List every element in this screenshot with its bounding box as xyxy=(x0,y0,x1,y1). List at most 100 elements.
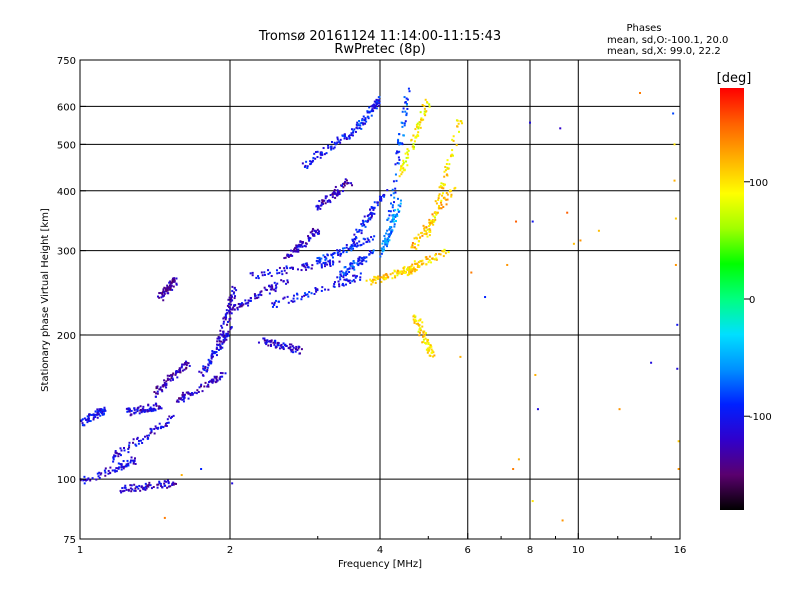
echo-point xyxy=(283,257,286,260)
echo-point xyxy=(334,196,337,199)
echo-point xyxy=(410,265,413,268)
echo-point xyxy=(166,374,169,377)
echo-point xyxy=(213,375,216,378)
echo-point xyxy=(288,343,291,346)
echo-point xyxy=(451,149,454,152)
echo-point xyxy=(264,288,267,291)
echo-point xyxy=(410,138,413,141)
echo-point xyxy=(304,164,307,167)
echo-point xyxy=(185,361,188,364)
echo-point xyxy=(221,375,224,378)
echo-point xyxy=(274,287,277,290)
echo-point xyxy=(351,184,354,187)
echo-point xyxy=(161,390,164,393)
echo-point xyxy=(443,175,446,178)
echo-point xyxy=(303,166,306,169)
echo-point xyxy=(373,212,376,215)
echo-point xyxy=(446,166,449,169)
echo-point xyxy=(102,413,105,416)
echo-point xyxy=(388,228,391,231)
echo-point xyxy=(129,484,132,487)
x-tick-label: 4 xyxy=(377,545,383,556)
echo-point xyxy=(448,163,451,166)
echo-point xyxy=(289,267,292,270)
echo-point xyxy=(258,293,261,296)
echo-point xyxy=(157,407,160,410)
echo-point xyxy=(296,268,299,271)
echo-point xyxy=(445,173,448,176)
echo-point xyxy=(329,145,332,148)
echo-point xyxy=(215,375,218,378)
echo-point xyxy=(235,289,238,292)
echo-point xyxy=(349,281,352,284)
echo-point xyxy=(241,302,244,305)
echo-point xyxy=(286,279,289,282)
echo-point xyxy=(397,204,400,207)
echo-point xyxy=(352,130,355,133)
echo-point xyxy=(181,395,184,398)
echo-point xyxy=(150,410,153,413)
echo-point xyxy=(357,230,360,233)
echo-point xyxy=(163,294,166,297)
echo-point xyxy=(281,346,284,349)
echo-point xyxy=(356,242,359,245)
echo-point xyxy=(164,422,167,425)
x-tick-label: 6 xyxy=(465,545,471,556)
echo-point xyxy=(396,269,399,272)
echo-point xyxy=(104,467,107,470)
echo-point xyxy=(292,294,295,297)
echo-point xyxy=(428,259,431,262)
chart-title: Tromsø 20161124 11:14:00-11:15:43 xyxy=(258,29,501,44)
echo-point xyxy=(225,338,228,341)
echo-point xyxy=(233,297,236,300)
echo-point xyxy=(429,220,432,223)
echo-point xyxy=(125,407,128,410)
echo-point xyxy=(200,383,203,386)
echo-point xyxy=(181,369,184,372)
echo-point xyxy=(128,444,131,447)
echo-point xyxy=(207,363,210,366)
echo-point xyxy=(96,412,99,415)
echo-point xyxy=(271,285,274,288)
echo-point xyxy=(368,240,371,243)
echo-point xyxy=(249,299,252,302)
echo-point xyxy=(442,187,445,190)
echo-point xyxy=(100,408,103,411)
echo-point xyxy=(371,212,374,215)
echo-point xyxy=(133,411,136,414)
echo-point xyxy=(283,296,286,299)
echo-point xyxy=(226,311,229,314)
echo-point xyxy=(381,248,384,251)
echo-point xyxy=(393,196,396,199)
echo-point xyxy=(672,112,675,115)
echo-point xyxy=(165,290,168,293)
echo-point xyxy=(166,378,169,381)
echo-point xyxy=(146,434,149,437)
echo-point xyxy=(150,431,153,434)
echo-point xyxy=(361,118,364,121)
echo-point xyxy=(416,122,419,125)
echo-point xyxy=(408,270,411,273)
echo-point xyxy=(317,260,320,263)
echo-point xyxy=(278,347,281,350)
echo-point xyxy=(277,344,280,347)
echo-point xyxy=(432,215,435,218)
echo-point xyxy=(230,312,233,315)
echo-point xyxy=(227,302,230,305)
echo-point xyxy=(341,190,344,193)
echo-point xyxy=(330,147,333,150)
echo-point xyxy=(420,232,423,235)
echo-point xyxy=(236,308,239,311)
echo-point xyxy=(211,350,214,353)
echo-point xyxy=(329,201,332,204)
echo-point xyxy=(150,407,153,410)
echo-point xyxy=(402,267,405,270)
echo-point xyxy=(446,198,449,201)
echo-point xyxy=(341,184,344,187)
echo-point xyxy=(127,407,130,410)
echo-point xyxy=(315,230,318,233)
echo-point xyxy=(406,164,409,167)
echo-point xyxy=(312,156,315,159)
echo-point xyxy=(99,411,102,414)
